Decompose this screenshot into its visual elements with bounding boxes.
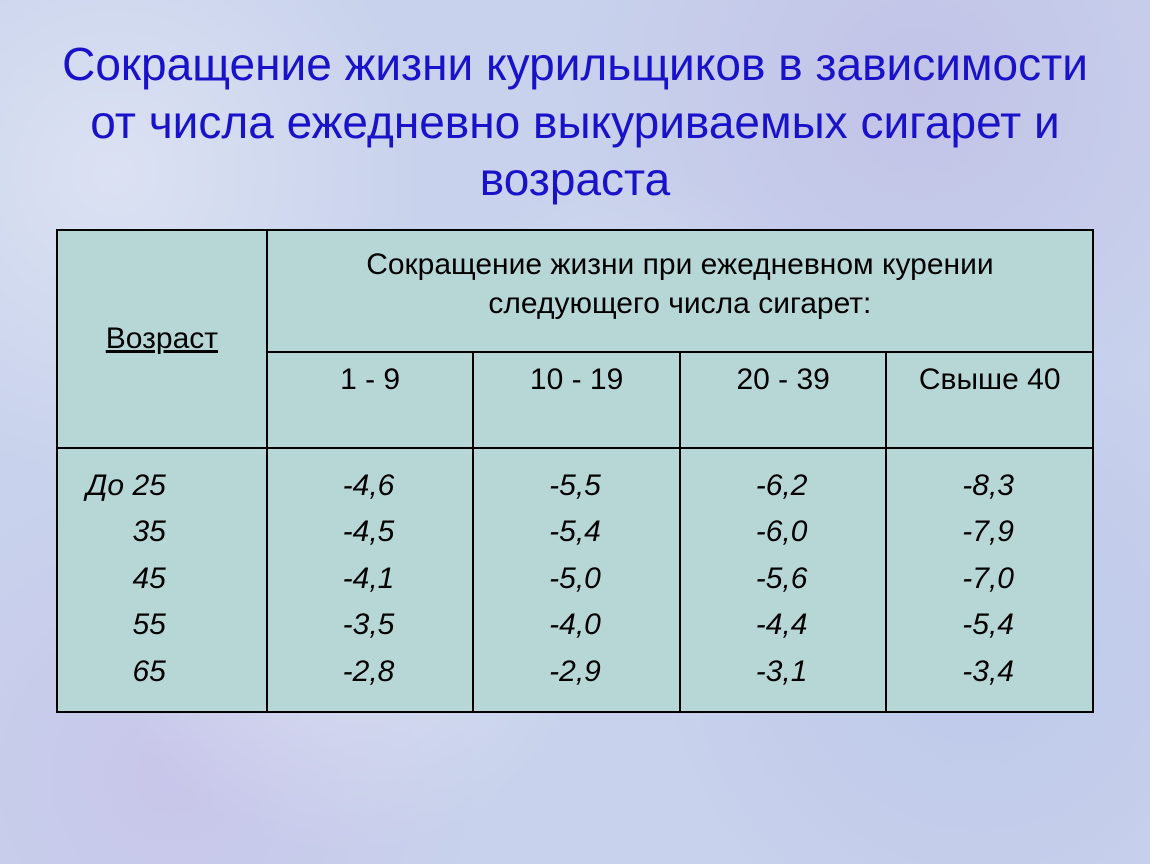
value-stack-3: -8,3 -7,9 -7,0 -5,4 -3,4 [887,463,1062,696]
cell-value: -5,5 [549,463,649,510]
cell-value: -4,5 [343,509,443,556]
cell-value: -4,0 [549,602,649,649]
cell-value: -8,3 [962,463,1062,510]
cell-value: -2,9 [549,649,649,696]
header-span: Сокращение жизни при ежедневном курении … [267,230,1093,352]
cell-value: -6,0 [756,509,856,556]
age-label-4: 65 [132,649,235,696]
cell-value: -7,9 [962,509,1062,556]
slide: Сокращение жизни курильщиков в зависимос… [0,0,1150,864]
cell-value: -2,8 [343,649,443,696]
cell-value: -5,0 [549,556,649,603]
age-label-0: До 25 [86,463,236,510]
cell-value: -3,5 [343,602,443,649]
table-body-row: До 25 35 45 55 65 -4,6 -4,5 -4,1 -3,5 -2… [57,448,1093,713]
value-stack-0: -4,6 -4,5 -4,1 -3,5 -2,8 [268,463,443,696]
value-column-2: -6,2 -6,0 -5,6 -4,4 -3,1 [680,448,887,713]
col-header-1: 10 - 19 [473,352,680,448]
cell-value: -5,6 [756,556,856,603]
age-label-3: 55 [132,602,235,649]
data-table: Возраст Сокращение жизни при ежедневном … [56,229,1094,714]
table-header-row-1: Возраст Сокращение жизни при ежедневном … [57,230,1093,352]
cell-value: -4,1 [343,556,443,603]
cell-value: -5,4 [549,509,649,556]
value-column-0: -4,6 -4,5 -4,1 -3,5 -2,8 [267,448,474,713]
slide-title: Сокращение жизни курильщиков в зависимос… [40,36,1110,209]
cell-value: -7,0 [962,556,1062,603]
cell-value: -3,1 [756,649,856,696]
col-header-0: 1 - 9 [267,352,474,448]
cell-value: -3,4 [962,649,1062,696]
value-column-1: -5,5 -5,4 -5,0 -4,0 -2,9 [473,448,680,713]
value-column-3: -8,3 -7,9 -7,0 -5,4 -3,4 [886,448,1093,713]
col-header-3: Свыше 40 [886,352,1093,448]
header-age: Возраст [57,230,267,448]
age-label-2: 45 [132,556,235,603]
value-stack-2: -6,2 -6,0 -5,6 -4,4 -3,1 [681,463,856,696]
cell-value: -5,4 [962,602,1062,649]
cell-value: -6,2 [756,463,856,510]
age-label-1: 35 [132,509,235,556]
value-stack-1: -5,5 -5,4 -5,0 -4,0 -2,9 [474,463,649,696]
age-column-cell: До 25 35 45 55 65 [57,448,267,713]
cell-value: -4,4 [756,602,856,649]
col-header-2: 20 - 39 [680,352,887,448]
age-stack: До 25 35 45 55 65 [58,463,236,696]
cell-value: -4,6 [343,463,443,510]
